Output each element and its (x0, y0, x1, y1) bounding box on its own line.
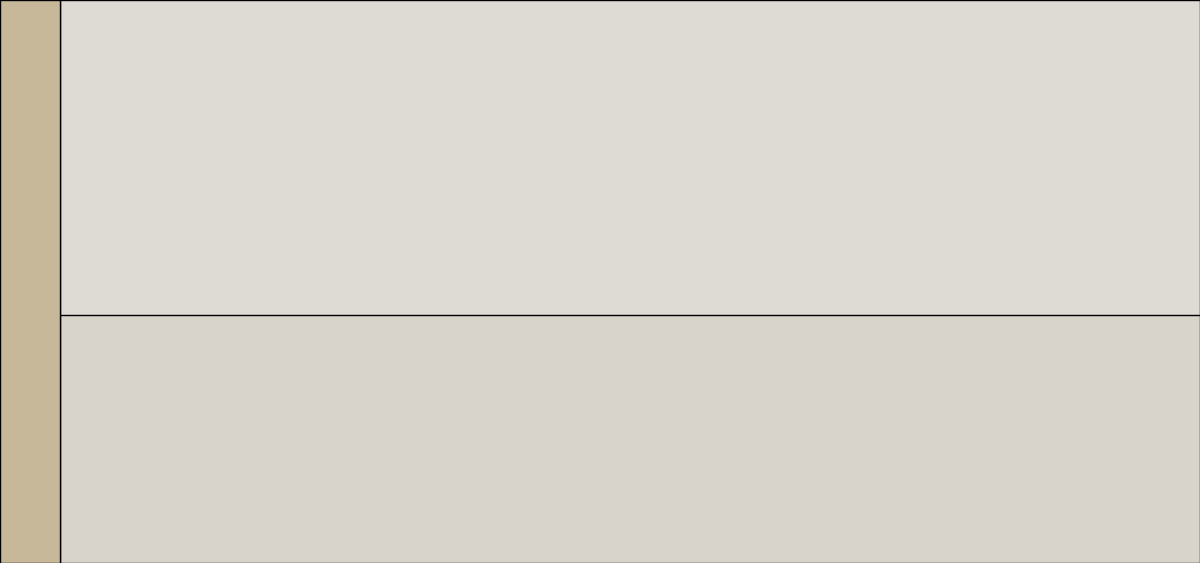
FancyBboxPatch shape (733, 126, 760, 150)
Text: ...: ... (595, 262, 605, 272)
Text: Yes: Yes (572, 124, 592, 137)
Text: 17: 17 (575, 205, 589, 218)
Text: (Round to three decimal places as needed.): (Round to three decimal places as needed… (376, 363, 634, 376)
Text: 137: 137 (571, 172, 593, 185)
Text: she did not have the disease.: she did not have the disease. (78, 68, 246, 78)
Text: The data represent the results for a test for a certain disease. Assume one indi: The data represent the results for a tes… (78, 17, 1200, 27)
Text: 21: 21 (671, 172, 685, 185)
Text: The probability is approximately: The probability is approximately (84, 363, 276, 376)
Text: Negative: Negative (462, 205, 515, 218)
Text: Positive: Positive (462, 172, 508, 185)
FancyBboxPatch shape (340, 372, 368, 406)
Text: 125: 125 (667, 205, 689, 218)
Text: No: No (670, 124, 686, 137)
Text: The individual actually had the disease: The individual actually had the disease (484, 68, 716, 81)
Text: ←: ← (22, 39, 38, 59)
